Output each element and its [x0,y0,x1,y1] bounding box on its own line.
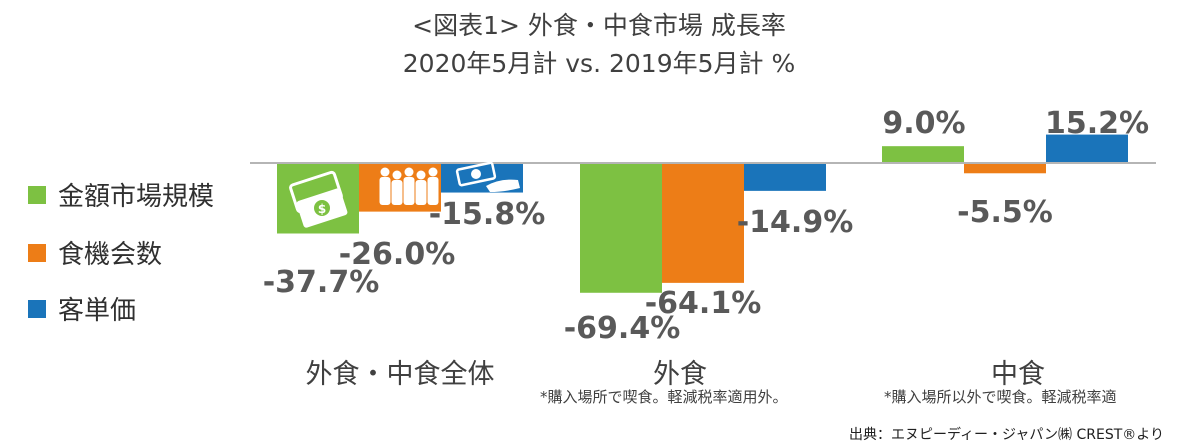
people-crowd-icon [379,167,439,205]
value-label: 9.0% [882,106,965,141]
value-label: -14.9% [737,205,854,240]
source-note: 出典：エヌピーディー・ジャパン㈱ CREST®より [849,427,1164,443]
legend-label: 金額市場規模 [58,182,215,212]
value-label: -15.8% [429,197,546,232]
value-label: -64.1% [645,286,762,321]
money-bills-icon: $ [289,170,348,228]
value-label: -37.7% [263,265,380,300]
bar-2-2 [662,163,744,283]
bar-3-2 [744,163,826,191]
legend-swatch-orange [28,243,46,262]
hand-money-icon [455,161,520,192]
chart-subtitle: 2020年5月計 vs. 2019年5月計 % [402,49,796,78]
legend-item-occasions: 食機会数 [28,234,162,271]
bar-3-3 [1046,134,1128,163]
bar-2-3 [964,163,1046,174]
svg-text:$: $ [318,202,326,216]
chart-title: <図表1> 外食・中食市場 成長率 [412,11,786,40]
category-note-ready-meal: *購入場所以外で喫食。軽減税率適 [884,388,1117,406]
legend-swatch-green [28,185,46,204]
value-labels-group: -37.7% -69.4% 9.0% -26.0% -64.1% -5.5% -15.8% -… [263,106,1149,346]
value-label: 15.2% [1045,106,1149,141]
category-label-ready-meal: 中食 [991,359,1045,390]
icons-group: $ [289,161,520,228]
legend-label: 食機会数 [58,240,163,270]
bar-1-2 [580,163,662,293]
category-label-overall: 外食・中食全体 [305,359,495,390]
value-label: -5.5% [957,195,1053,230]
category-note-eat-out: *購入場所で喫食。軽減税率適用外。 [540,388,788,406]
legend-item-market-size: 金額市場規模 [28,176,214,213]
category-label-eat-out: 外食 [653,359,707,390]
legend-swatch-blue [28,299,46,318]
legend-item-unit-price: 客単価 [28,290,136,327]
value-label: -69.4% [564,311,681,346]
legend-label: 客単価 [58,296,137,326]
value-label: -26.0% [339,237,456,272]
bar-1-3 [882,146,964,163]
